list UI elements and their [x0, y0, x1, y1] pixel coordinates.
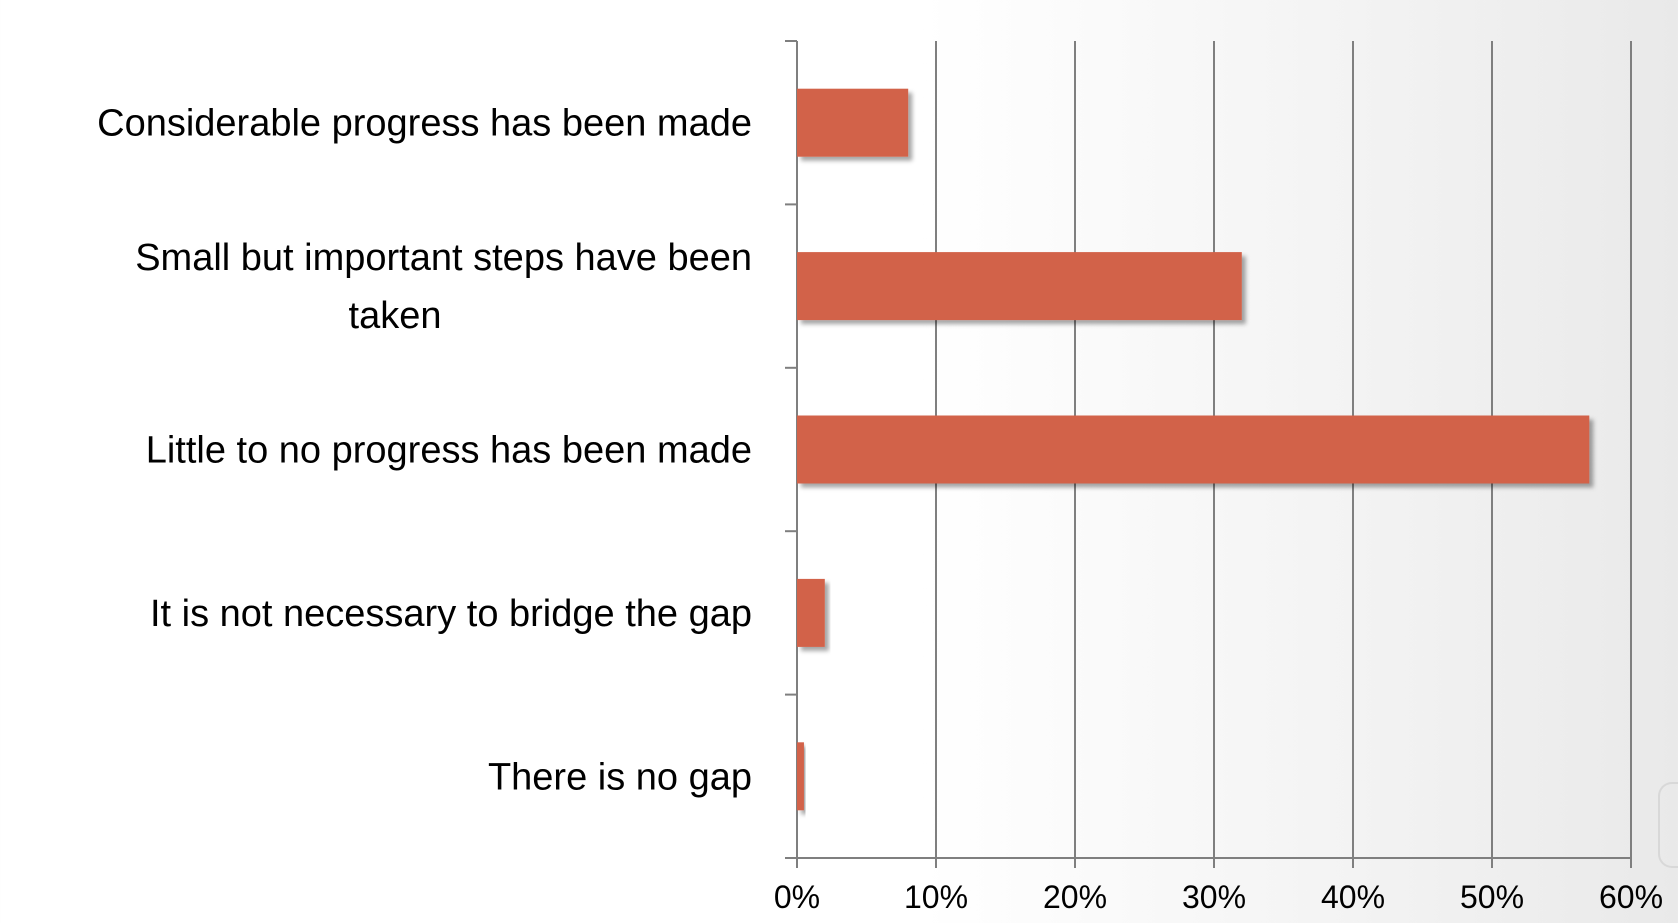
x-tick-label: 20% — [1043, 879, 1107, 915]
x-tick-label: 50% — [1460, 879, 1524, 915]
bar — [797, 578, 825, 647]
bar — [797, 742, 804, 811]
category-label: There is no gap — [488, 756, 752, 798]
x-tick-label: 10% — [904, 879, 968, 915]
category-label: It is not necessary to bridge the gap — [150, 593, 752, 635]
x-tick-labels: 0% 10% 20% 30% 40% 50% 60% — [774, 879, 1663, 915]
category-label: Little to no progress has been made — [146, 430, 752, 472]
category-labels: Considerable progress has been made Small… — [97, 103, 752, 799]
x-tick-label: 60% — [1599, 879, 1663, 915]
bar — [797, 252, 1242, 321]
bar — [797, 415, 1590, 484]
category-label: taken — [349, 295, 442, 337]
x-tick-label: 30% — [1182, 879, 1246, 915]
bars — [797, 88, 1590, 811]
x-tick-label: 40% — [1321, 879, 1385, 915]
x-tick-label: 0% — [774, 879, 820, 915]
category-label: Considerable progress has been made — [97, 103, 752, 145]
slide-corner-decoration — [1658, 782, 1678, 868]
bar — [797, 88, 909, 157]
category-label: Small but important steps have been — [135, 237, 752, 279]
